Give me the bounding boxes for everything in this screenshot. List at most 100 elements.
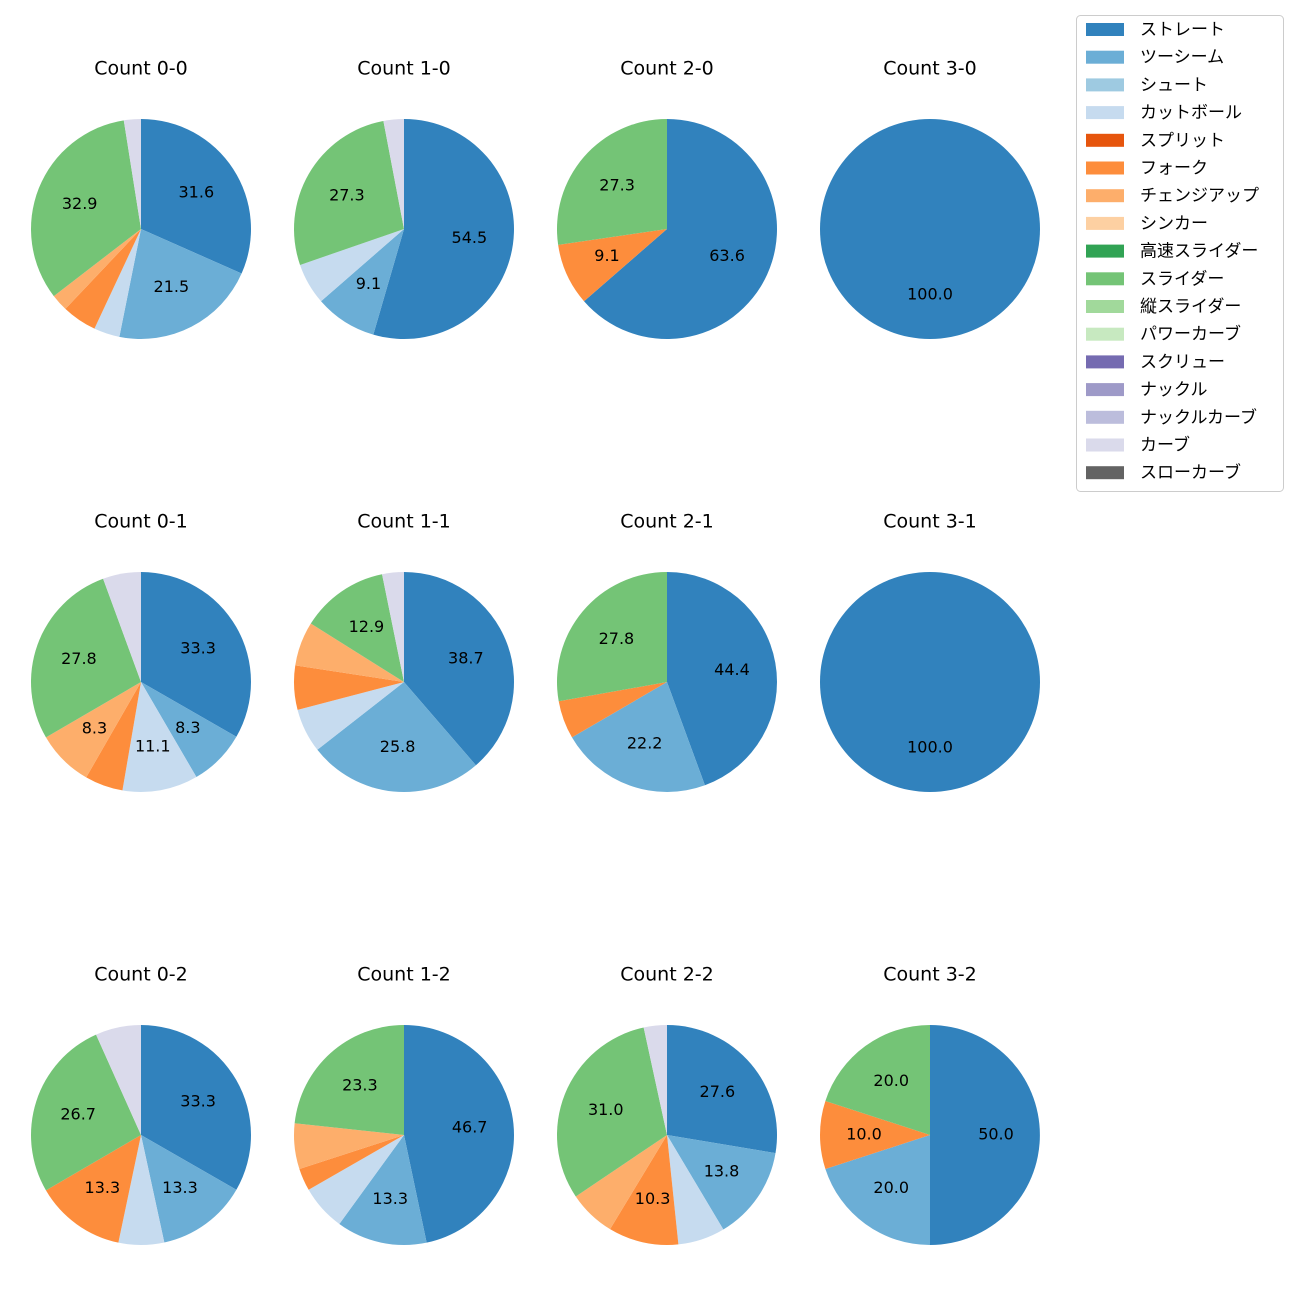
legend-swatch	[1086, 133, 1124, 147]
slice-label: 33.3	[180, 638, 216, 657]
legend-swatch	[1086, 438, 1124, 452]
pie-slice	[141, 1025, 251, 1190]
pie-slice	[141, 119, 251, 274]
slice-label: 10.3	[635, 1189, 671, 1208]
pie-chart: Count 3-1 100.0	[820, 511, 1040, 792]
slice-label: 31.0	[588, 1100, 624, 1119]
slice-label: 46.7	[452, 1118, 488, 1137]
legend-swatch	[1086, 272, 1124, 286]
legend-label: 縦スライダー	[1140, 297, 1241, 317]
pie-slice	[300, 229, 404, 302]
pie-slice	[825, 1025, 930, 1135]
legend-swatch	[1086, 355, 1124, 369]
legend-item: スクリュー	[1086, 352, 1225, 372]
pie-slice	[667, 572, 778, 786]
pie-slice	[820, 119, 1040, 339]
legend-swatch	[1086, 106, 1124, 120]
pie-chart: Count 2-2 27.6 13.8 10.3 31.0	[557, 964, 777, 1245]
legend-label: スプリット	[1140, 131, 1225, 151]
slice-label: 13.3	[162, 1178, 198, 1197]
pie-chart: Count 3-0 100.0	[820, 58, 1040, 339]
legend-item: ナックル	[1086, 380, 1208, 400]
pie-slice	[643, 1025, 667, 1135]
legend-label: ナックル	[1140, 380, 1208, 400]
slice-label: 27.3	[329, 185, 365, 204]
slice-label: 44.4	[714, 660, 750, 679]
legend-label: ツーシーム	[1140, 48, 1224, 68]
pie-slice	[310, 574, 404, 682]
pie-slice	[557, 572, 667, 702]
slice-label: 8.3	[175, 718, 200, 737]
legend-swatch	[1086, 161, 1124, 175]
pie-slice	[575, 1135, 667, 1230]
slice-label: 33.3	[180, 1091, 216, 1110]
pie-slice	[53, 229, 141, 309]
slice-label: 11.1	[135, 736, 171, 755]
legend-swatch	[1086, 78, 1124, 92]
legend-item: スプリット	[1086, 131, 1225, 151]
pie-slice	[96, 1025, 141, 1135]
slice-label: 27.8	[61, 649, 97, 668]
legend-swatch	[1086, 466, 1124, 480]
pie-chart: Count 1-0 54.5 9.1 27.3	[294, 58, 515, 339]
legend-swatch	[1086, 410, 1124, 424]
legend-label: カットボール	[1140, 103, 1242, 123]
pie-chart: Count 1-2 46.7 13.3 23.3	[294, 964, 514, 1245]
slice-label: 63.6	[709, 246, 745, 265]
pie-chart: Count 0-0 31.6 21.5 32.9	[30, 58, 251, 339]
pie-slice	[557, 119, 667, 245]
pie-slice	[45, 682, 141, 778]
pie-slice	[339, 1135, 427, 1245]
legend-label: ストレート	[1140, 20, 1225, 40]
legend-item: ツーシーム	[1086, 48, 1224, 68]
pie-slice	[297, 682, 404, 750]
pie-slice	[404, 1025, 514, 1243]
legend-swatch	[1086, 383, 1124, 397]
legend-swatch	[1086, 216, 1124, 230]
pie-slice	[30, 578, 141, 738]
legend-swatch	[1086, 189, 1124, 203]
pie-slice	[30, 1034, 141, 1191]
slice-label: 21.5	[154, 277, 190, 296]
slice-label: 13.3	[85, 1178, 121, 1197]
slice-label: 27.8	[599, 629, 635, 648]
slice-label: 25.8	[380, 737, 416, 756]
pie-slice	[820, 572, 1040, 792]
pie-slice	[122, 682, 197, 792]
slice-label: 13.8	[704, 1162, 740, 1181]
legend-item: 高速スライダー	[1086, 242, 1258, 262]
legend-item: ナックルカーブ	[1086, 407, 1257, 428]
slice-label: 13.3	[372, 1189, 408, 1208]
pie-slice	[820, 1101, 930, 1169]
legend-item: パワーカーブ	[1086, 324, 1241, 345]
legend-label: シンカー	[1140, 214, 1208, 234]
legend-item: チェンジアップ	[1086, 186, 1259, 206]
legend-label: カーブ	[1140, 435, 1190, 456]
slice-label: 100.0	[907, 285, 953, 304]
legend-item: スライダー	[1086, 269, 1224, 289]
pie-slice	[30, 120, 141, 297]
pie-slice	[558, 229, 667, 302]
legend-item: カーブ	[1086, 435, 1190, 456]
pie-slice	[667, 1135, 724, 1245]
pie-slice	[373, 119, 515, 339]
legend-swatch	[1086, 50, 1124, 64]
pie-chart: Count 2-1 44.4 22.2 27.8	[557, 511, 778, 793]
slice-label: 50.0	[978, 1125, 1014, 1144]
pie-slice	[94, 229, 141, 337]
pie-slice	[45, 1135, 141, 1243]
legend-label: フォーク	[1140, 159, 1208, 179]
pie-chart: Count 3-2 50.0 20.0 10.0 20.0	[820, 964, 1040, 1245]
chart-title: Count 2-1	[620, 511, 714, 533]
legend-item: カットボール	[1086, 103, 1242, 123]
chart-title: Count 2-0	[620, 58, 714, 80]
chart-title: Count 2-2	[620, 964, 714, 986]
slice-label: 32.9	[62, 194, 98, 213]
legend-swatch	[1086, 300, 1124, 313]
pie-slice	[295, 623, 404, 682]
legend-swatch	[1086, 244, 1124, 258]
legend-label: パワーカーブ	[1140, 324, 1241, 345]
slice-label: 8.3	[82, 718, 107, 737]
slice-label: 12.9	[349, 617, 385, 636]
